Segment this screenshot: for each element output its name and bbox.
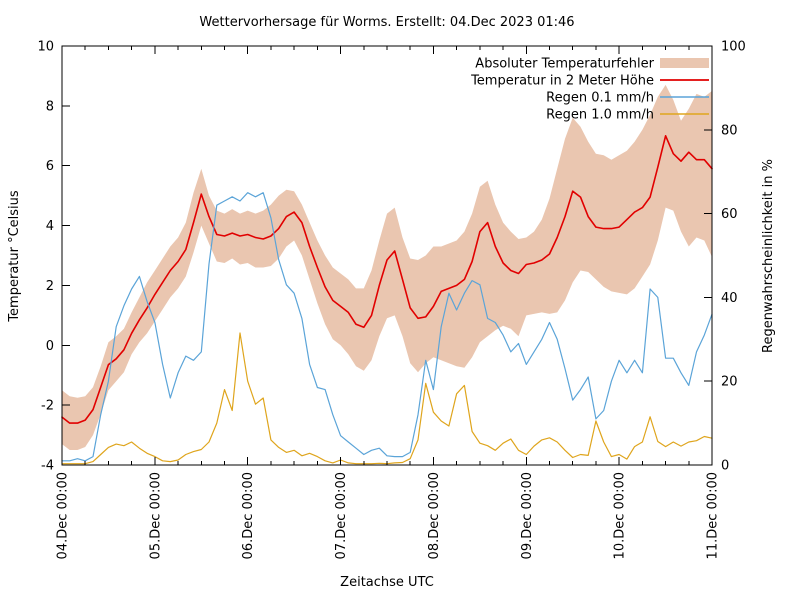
y-right-tick-label: 60 (721, 207, 738, 222)
x-tick-label: 11.Dec 00:00 (706, 472, 721, 559)
y-left-tick-label: 2 (46, 279, 54, 294)
y-left-tick-label: 6 (46, 159, 54, 174)
y-right-tick-label: 40 (721, 291, 738, 306)
y-left-tick-label: 8 (46, 99, 54, 114)
legend-band-swatch (660, 58, 709, 68)
legend-label: Temperatur in 2 Meter Höhe (470, 74, 654, 89)
y-right-tick-label: 80 (721, 123, 738, 138)
legend-label: Absoluter Temperaturfehler (475, 57, 654, 72)
y-left-tick-label: 10 (37, 40, 54, 55)
x-tick-label: 09.Dec 00:00 (520, 472, 535, 559)
y-right-tick-label: 100 (721, 40, 746, 55)
x-tick-label: 04.Dec 00:00 (56, 472, 71, 559)
rain-10-line (61, 332, 713, 465)
y-left-tick-label: -2 (41, 399, 54, 414)
left-axis-title: Temperatur °Celsius (7, 190, 22, 323)
x-tick-label: 10.Dec 00:00 (613, 472, 628, 559)
temperature-error-band (62, 84, 712, 451)
chart-title: Wettervorhersage für Worms. Erstellt: 04… (199, 15, 574, 30)
rain-01-line (61, 192, 713, 462)
y-right-tick-label: 0 (721, 459, 729, 474)
x-axis-title: Zeitachse UTC (340, 575, 434, 590)
legend-label: Regen 1.0 mm/h (546, 108, 654, 123)
temperature-line (61, 135, 713, 424)
legend-label: Regen 0.1 mm/h (546, 91, 654, 106)
y-left-tick-label: 0 (46, 339, 54, 354)
right-axis-title: Regenwahrscheinlichkeit in % (761, 159, 776, 353)
y-right-tick-label: 20 (721, 375, 738, 390)
y-left-tick-label: 4 (46, 219, 54, 234)
x-tick-label: 08.Dec 00:00 (427, 472, 442, 559)
y-left-tick-label: -4 (41, 459, 54, 474)
x-tick-label: 05.Dec 00:00 (148, 472, 163, 559)
x-tick-label: 07.Dec 00:00 (334, 472, 349, 559)
plot-area: 04.Dec 00:00 05.Dec 00:00 06.Dec 00:00 07.D… (37, 40, 745, 560)
x-tick-label: 06.Dec 00:00 (241, 472, 256, 559)
